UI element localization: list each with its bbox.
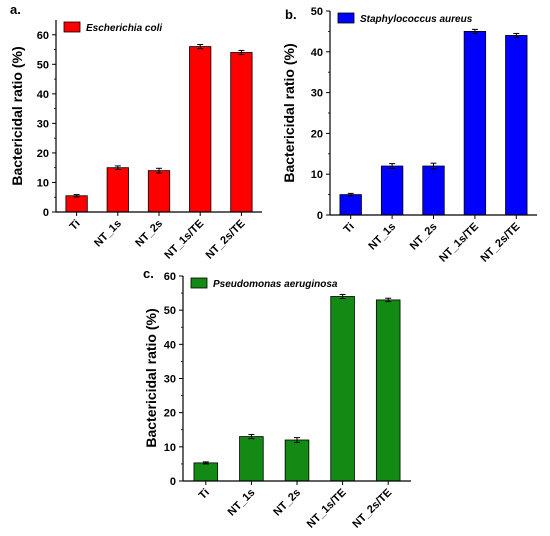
chart-panel-1: a. Bactericidal ratio (%) Ti NT_1s NT_2sNT_1…	[9, 2, 262, 262]
bar-NT_2s	[422, 165, 445, 216]
x-tick-label: NT_1s	[92, 218, 124, 250]
y-tick-label: 0	[317, 210, 323, 222]
x-tick-label: NT_1s	[226, 487, 258, 519]
x-tick-label: Ti	[67, 218, 82, 233]
y-tick-label: 40	[311, 47, 323, 59]
bar-NT_1s/TE	[463, 30, 487, 216]
y-tick-label: 40	[37, 89, 49, 101]
legend-label: Staphylococcus aureus	[360, 14, 473, 25]
y-tick-label: 10	[37, 177, 49, 189]
y-tick-label: 20	[164, 408, 176, 420]
y-tick-label: 20	[37, 148, 49, 160]
y-axis-label: Bactericidal ratio (%)	[9, 46, 25, 185]
legend-swatch	[190, 277, 208, 289]
x-tick-label: NT_2s	[133, 218, 165, 250]
y-tick-label: 40	[164, 339, 176, 351]
bar-NT_2s/TE	[230, 52, 253, 213]
x-tick-label: NT_2s/TE	[204, 218, 248, 262]
x-tick-label: NT_1s	[366, 221, 398, 253]
y-axis-label: Bactericidal ratio (%)	[143, 308, 159, 447]
bar-Ti	[65, 195, 88, 213]
panel-letter: b.	[285, 7, 297, 22]
chart-panel-3: c. Bactericidal ratio (%) Ti NT_1s NT_2s NT_1…	[143, 266, 411, 531]
x-tick-label: NT_2s	[408, 221, 440, 253]
x-tick-label: NT_2s/TE	[350, 487, 394, 531]
bar-NT_2s/TE	[375, 299, 401, 482]
y-tick-label: 0	[43, 207, 49, 219]
bar-NT_2s	[284, 439, 310, 482]
bar-NT_2s/TE	[505, 35, 528, 216]
bar-NT_2s	[147, 170, 171, 213]
legend-swatch	[63, 21, 81, 33]
bar-Ti	[339, 194, 362, 216]
x-tick-label: NT_2s/TE	[478, 221, 522, 265]
y-tick-label: 60	[37, 30, 49, 42]
x-tick-label: Ti	[197, 487, 212, 502]
y-tick-label: 50	[37, 59, 49, 71]
x-tick-label: NT_1s/TE	[437, 221, 481, 265]
bar-Ti	[193, 462, 219, 482]
bar-NT_1s/TE	[189, 46, 212, 213]
x-tick-label: NT_1s/TE	[305, 487, 349, 531]
y-axis-label: Bactericidal ratio (%)	[281, 43, 297, 182]
bar-NT_1s	[106, 167, 129, 213]
x-tick-label: NT_2s	[271, 487, 303, 519]
x-tick-label: Ti	[342, 221, 357, 236]
y-tick-label: 10	[311, 169, 323, 181]
panel-letter: c.	[143, 266, 154, 281]
bar-NT_1s	[380, 165, 404, 216]
x-tick-label: NT_1s/TE	[162, 218, 206, 262]
panel-letter: a.	[10, 2, 21, 17]
legend-label: Escherichia coli	[86, 23, 162, 34]
y-tick-label: 0	[170, 476, 176, 488]
chart-panel-2: b. Bactericidal ratio (%) Ti NT_1s NT_2sNT_1…	[281, 6, 537, 265]
y-tick-label: 20	[311, 128, 323, 140]
y-tick-label: 30	[311, 88, 323, 100]
y-tick-label: 60	[164, 271, 176, 283]
legend-label: Pseudomonas aeruginosa	[213, 279, 338, 290]
bar-NT_1s	[239, 436, 264, 482]
legend-swatch	[337, 12, 355, 24]
bar-NT_1s/TE	[330, 296, 355, 482]
y-tick-label: 10	[164, 442, 176, 454]
y-tick-label: 30	[164, 374, 176, 386]
y-tick-label: 30	[37, 118, 49, 130]
y-tick-label: 50	[311, 6, 323, 18]
y-tick-label: 50	[164, 305, 176, 317]
